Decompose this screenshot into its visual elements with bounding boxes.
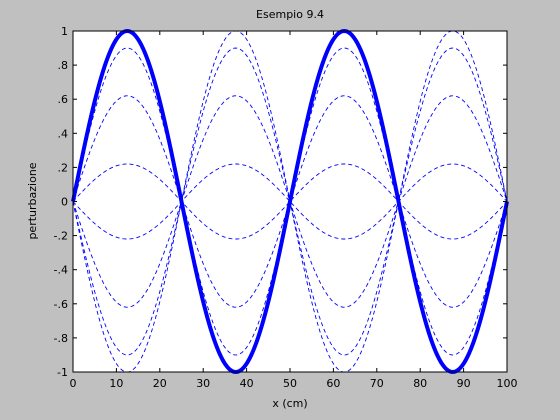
series-line-4: [72, 163, 508, 240]
x-tick-label: 20: [153, 377, 167, 390]
x-tick-label: 60: [326, 377, 340, 390]
x-tick-label: 40: [240, 377, 254, 390]
y-tick-label: .2: [58, 161, 69, 174]
x-tick-label: 100: [497, 377, 518, 390]
y-tick-label: -.8: [54, 332, 68, 345]
y-tick-label: .6: [58, 93, 69, 106]
y-tick-label: -.4: [54, 264, 68, 277]
y-tick-label: -.2: [54, 230, 68, 243]
chart-title: Esempio 9.4: [256, 8, 324, 21]
y-tick-label: .4: [58, 127, 69, 140]
x-tick-label: 70: [370, 377, 384, 390]
series-layer: [71, 28, 509, 375]
y-axis-label: perturbazione: [26, 162, 39, 239]
series-line-8: [72, 30, 508, 373]
y-tick-label: -1: [57, 366, 68, 379]
x-tick-label: 10: [109, 377, 123, 390]
x-axis-label: x (cm): [272, 397, 307, 410]
x-tick-label: 30: [196, 377, 210, 390]
y-tick-label: .8: [58, 59, 69, 72]
x-tick-label: 80: [413, 377, 427, 390]
x-tick-label: 90: [457, 377, 471, 390]
y-tick-label: 1: [61, 25, 68, 38]
ticks-layer: 0 10 20 30 40 50 60 70 80 90 100 -1 -.8 -.6 -.4 -.2 0 .2.…: [54, 25, 518, 390]
y-tick-label: -.6: [54, 298, 68, 311]
x-tick-label: 0: [70, 377, 77, 390]
y-tick-label: 0: [61, 196, 68, 209]
series-line-5: [72, 163, 508, 240]
x-tick-label: 50: [283, 377, 297, 390]
